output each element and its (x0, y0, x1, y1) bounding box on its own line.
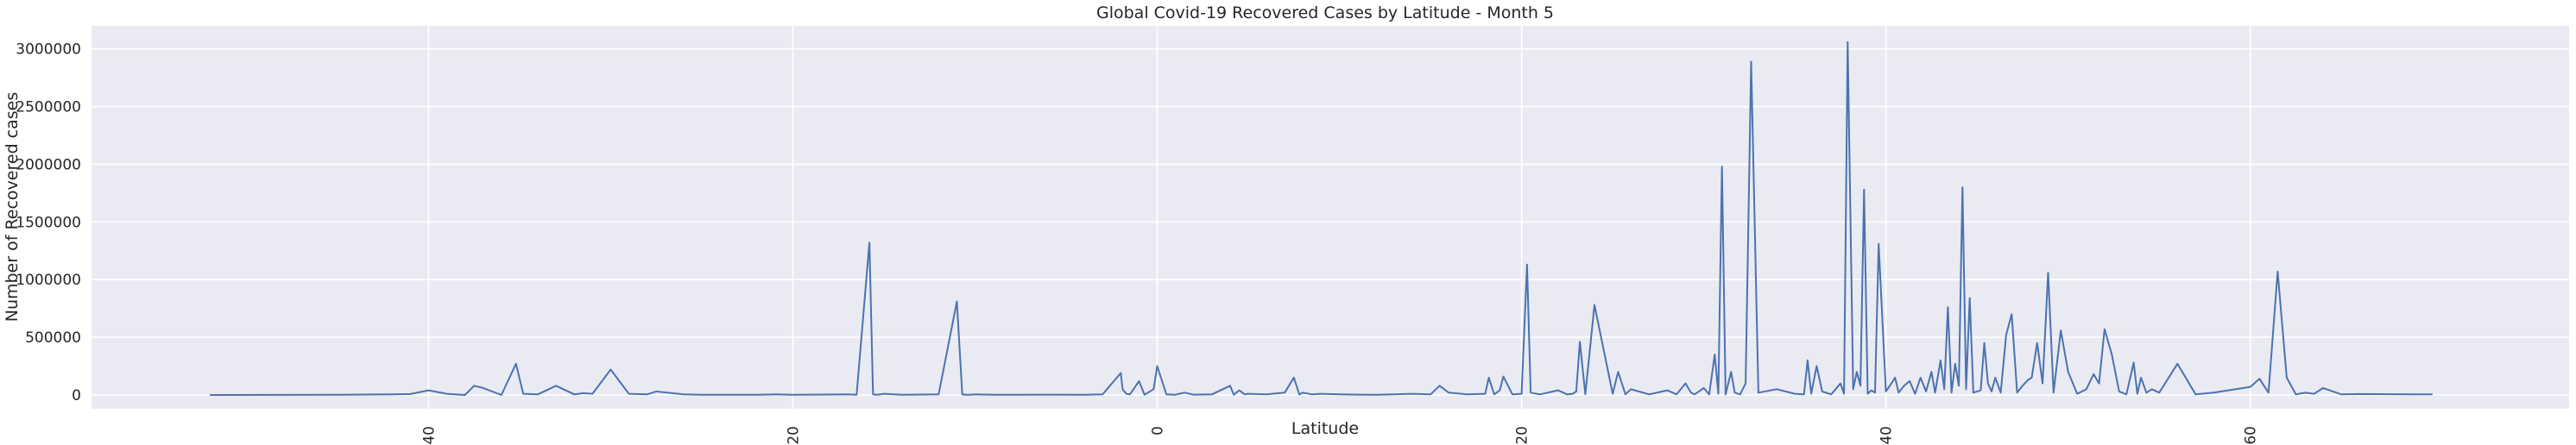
plot-background (92, 26, 2569, 409)
x-axis-label: Latitude (1291, 419, 1359, 438)
x-tick-label-3: 20 (1514, 426, 1531, 445)
y-tick-label-5: 2500000 (16, 99, 81, 116)
x-tick-label-4: 40 (1878, 426, 1896, 445)
y-tick-label-6: 3000000 (16, 41, 81, 59)
x-tick-label-0: -40 (420, 426, 438, 445)
x-tick-label-5: 60 (2243, 426, 2260, 445)
y-tick-label-1: 500000 (25, 329, 81, 347)
chart-title: Global Covid-19 Recovered Cases by Latit… (1096, 3, 1554, 22)
x-tick-label-2: 0 (1150, 426, 1167, 436)
plot-area: 0 500000 1000000 1500000 2000000 2500000 30000… (16, 26, 2569, 445)
x-tick-label-1: -20 (785, 426, 802, 445)
y-tick-label-0: 0 (72, 387, 81, 404)
y-axis-label: Number of Recovered cases (3, 92, 22, 323)
y-tick-label-3: 1500000 (16, 214, 81, 231)
series-line-0 (210, 41, 2433, 396)
y-tick-label-4: 2000000 (16, 156, 81, 173)
y-tick-label-2: 1000000 (16, 272, 81, 289)
